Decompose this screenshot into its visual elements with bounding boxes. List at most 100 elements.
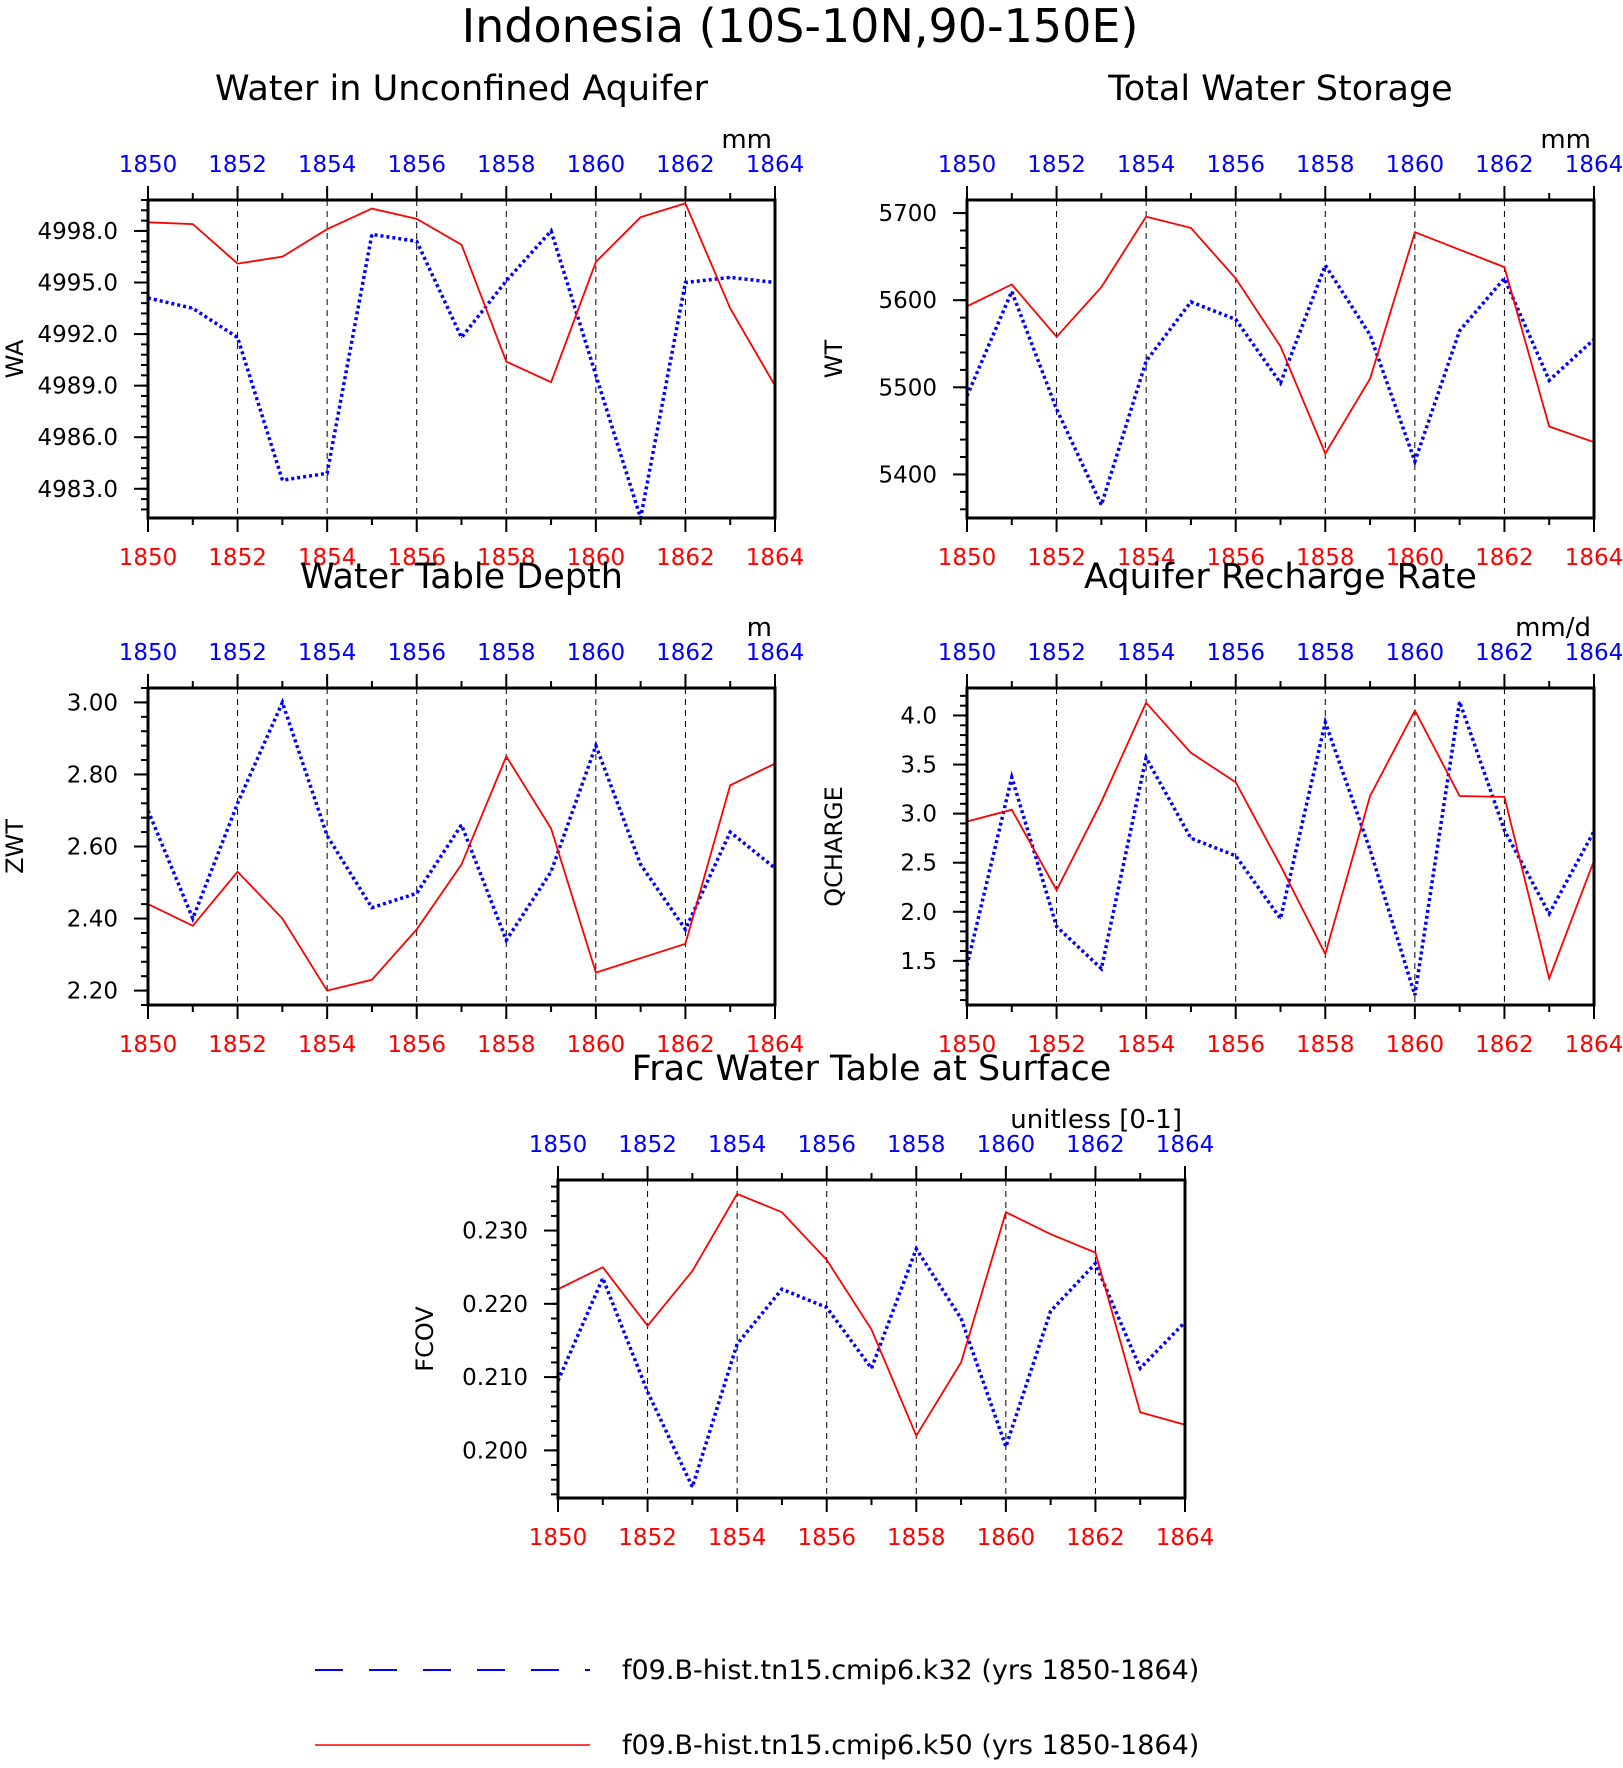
data-point [1011,290,1013,293]
data-point [684,928,687,930]
data-point [1503,277,1506,280]
data-point [1235,277,1237,280]
x-tick-label-bottom: 1850 [119,545,178,571]
data-point [729,276,731,278]
x-tick-label-top: 1850 [119,152,178,178]
data-point [1459,701,1461,703]
data-point [416,928,418,930]
data-point [1548,913,1550,915]
x-tick-label-bottom: 1856 [387,1032,446,1058]
x-tick-label-top: 1858 [1296,152,1355,178]
data-point [684,943,687,945]
data-point [416,218,418,220]
data-point [781,1211,783,1213]
panel-qcharge: Aquifer Recharge Rate mm/d 1850 1850 1852 185… [820,557,1623,1058]
x-tick-label-bottom: 1856 [387,545,446,571]
y-tick-label: 5700 [878,201,937,227]
x-tick-label-bottom: 1856 [797,1525,856,1551]
data-point [326,228,328,230]
panel-wt: Total Water Storage mm 1850 1850 1852 1852 185… [820,69,1623,571]
x-tick-label-top: 1852 [1027,152,1086,178]
panel-zwt: Water Table Depth m 1850 1850 1852 1852 1854 18… [1,557,804,1058]
y-tick-label: 3.5 [900,753,937,779]
data-point [1094,1262,1097,1265]
x-tick-label-top: 1854 [1117,152,1176,178]
x-tick-label-bottom: 1862 [656,545,715,571]
y-tick-label: 4998.0 [38,219,118,245]
data-point [505,360,507,363]
data-point [192,917,194,920]
x-tick-label-bottom: 1858 [1296,545,1355,571]
legend-label-k32: f09.B-hist.tn15.cmip6.k32 (yrs 1850-1864… [622,1655,1199,1686]
data-point [1459,330,1461,332]
x-tick-label-top: 1850 [938,640,997,666]
data-point [736,1193,738,1195]
data-point [826,1259,828,1261]
data-point [1005,1446,1007,1448]
x-tick-label-top: 1856 [1206,152,1265,178]
plot-frame [146,686,777,1007]
data-point [326,835,328,837]
x-tick-label-top: 1862 [1066,1132,1125,1158]
x-tick-label-bottom: 1850 [119,1032,178,1058]
x-tick-label-top: 1858 [1296,640,1355,666]
data-point [1279,865,1282,867]
series-line-k32 [146,697,777,945]
x-tick-label-bottom: 1862 [1066,1525,1125,1551]
plot-frame [965,198,1596,520]
y-tick-label: 4995.0 [38,271,118,297]
y-tick-label: 0.210 [462,1365,528,1391]
x-tick-label-top: 1860 [567,152,626,178]
data-point [1145,702,1147,704]
data-point [729,307,731,309]
data-point [371,233,373,235]
y-tick-label: 2.80 [67,762,118,788]
y-tick-label: 4989.0 [38,374,118,400]
x-tick-label-top: 1860 [567,640,626,666]
x-tick-label-top: 1860 [1386,640,1445,666]
x-tick-label-top: 1864 [1156,1132,1215,1158]
x-tick-label-top: 1852 [1027,640,1086,666]
data-point [646,1391,649,1393]
y-tick-label: 0.200 [462,1438,528,1464]
x-tick-label-bottom: 1864 [1565,545,1623,571]
data-point [281,256,283,258]
x-tick-label-bottom: 1852 [1027,545,1086,571]
x-tick-label-bottom: 1856 [1206,1032,1265,1058]
data-point [1145,757,1147,759]
y-tick-label: 4986.0 [38,425,118,451]
units-label-qcharge: mm/d [1515,613,1591,643]
data-point [602,1277,604,1279]
y-axis-label-qcharge: QCHARGE [820,786,848,907]
data-point [640,863,642,866]
x-tick-label-bottom: 1860 [1386,545,1445,571]
x-tick-label-bottom: 1850 [938,1032,997,1058]
x-tick-label-bottom: 1858 [477,1032,536,1058]
data-point [371,907,373,909]
y-tick-label: 4983.0 [38,477,118,503]
data-point [640,216,642,218]
y-tick-label: 5500 [878,375,937,401]
data-point [1235,318,1237,320]
x-tick-label-top: 1860 [977,1132,1036,1158]
data-point [736,1343,738,1345]
x-tick-label-bottom: 1860 [977,1525,1036,1551]
x-tick-label-bottom: 1860 [567,545,626,571]
data-point [550,230,552,232]
x-tick-label-top: 1856 [387,640,446,666]
x-tick-label-bottom: 1854 [1117,545,1176,571]
data-point [1190,227,1192,229]
x-tick-label-top: 1864 [746,640,805,666]
data-point [691,1486,693,1488]
data-point [416,892,418,894]
x-tick-label-bottom: 1858 [887,1525,946,1551]
data-point [781,1288,783,1290]
y-tick-label: 5400 [878,462,937,488]
data-point [371,207,373,210]
data-point [1005,1211,1007,1213]
x-tick-label-bottom: 1862 [1475,1032,1534,1058]
x-tick-label-top: 1862 [1475,152,1534,178]
data-point [595,971,597,974]
data-point [460,336,463,339]
data-point [1139,1367,1141,1369]
